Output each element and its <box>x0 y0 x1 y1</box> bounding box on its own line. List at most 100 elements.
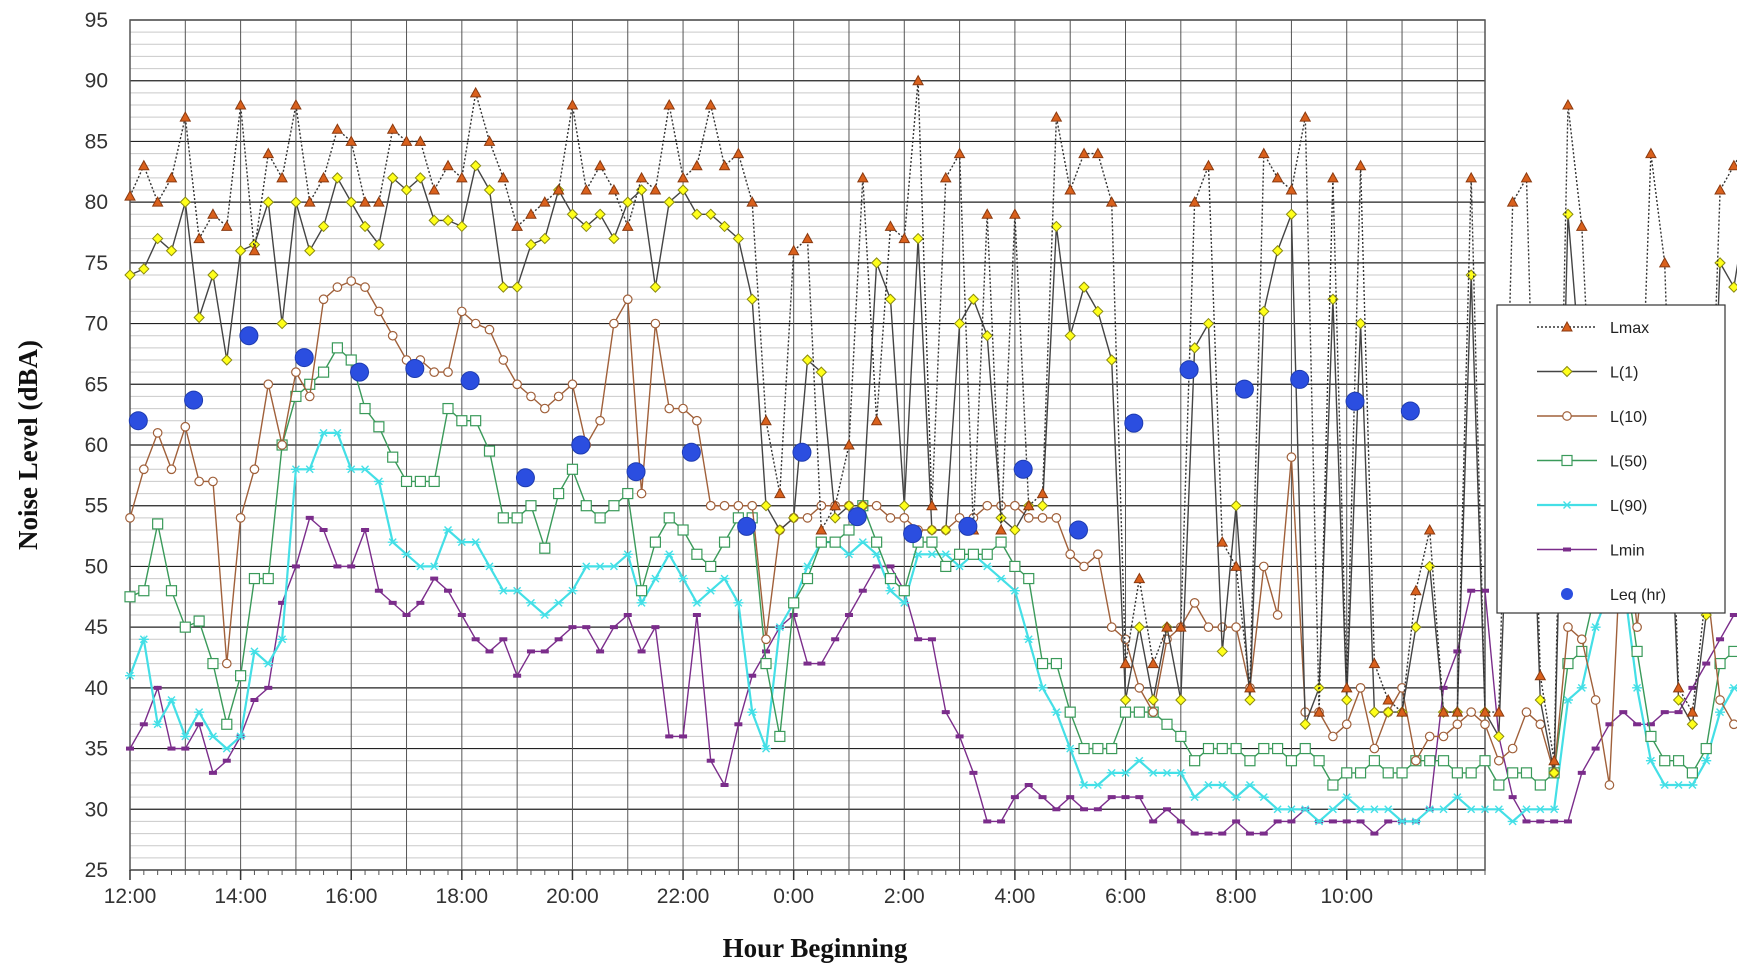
lmin-marker <box>1218 831 1227 836</box>
lmin-marker <box>1563 547 1571 552</box>
l50-marker <box>1313 755 1325 767</box>
l90-marker <box>857 538 868 547</box>
l10-marker <box>1729 719 1737 730</box>
l90-marker <box>1065 744 1076 753</box>
legend-item: L(10) <box>1537 409 1647 426</box>
l1-marker <box>774 524 786 536</box>
lmin-marker <box>388 600 397 605</box>
lmax-marker <box>207 208 219 219</box>
l50-marker <box>871 536 883 548</box>
x-axis-title: Hour Beginning <box>723 933 908 963</box>
l10-marker <box>498 355 509 365</box>
l10-marker <box>1438 731 1449 742</box>
l90-marker <box>456 538 467 547</box>
lmax-marker <box>345 135 358 146</box>
l50-marker <box>1285 755 1298 767</box>
y-tick-label: 70 <box>85 313 108 336</box>
lmax-marker <box>801 232 814 244</box>
l10-marker <box>194 476 204 487</box>
chart-legend: Lmax L(1) L(10) L(50) L(90) Lmin Leq (hr) <box>1496 304 1726 614</box>
lmax-marker <box>1382 693 1395 705</box>
l1-marker <box>539 232 551 245</box>
l1-marker <box>304 245 316 257</box>
l90-marker <box>1687 781 1698 789</box>
l10-marker <box>1562 411 1572 421</box>
l10-marker <box>249 464 260 475</box>
l90-marker <box>774 623 785 632</box>
x-axis-ticks: 12:00 14:00 16:00 18:00 20:00 22:00 0:00 2:00 4:… <box>104 870 1486 908</box>
lmax-marker <box>1561 320 1573 332</box>
lmax-marker <box>953 147 966 159</box>
lmin-marker <box>126 746 134 751</box>
lmax-marker <box>262 147 275 159</box>
l90-marker <box>1092 781 1103 789</box>
l50-marker <box>1686 767 1698 779</box>
l10-marker <box>1258 561 1269 572</box>
lmax-marker <box>1686 706 1699 717</box>
l90-marker <box>1079 781 1090 789</box>
l1-marker <box>870 257 883 269</box>
l10-marker <box>761 634 771 645</box>
l50-marker <box>1631 645 1643 658</box>
l1-marker <box>1175 694 1187 706</box>
l1-marker <box>718 220 731 233</box>
l1-marker <box>345 196 357 208</box>
l1-marker <box>1036 500 1049 512</box>
lmin-marker <box>195 722 204 727</box>
lmin-marker <box>402 613 411 617</box>
lmax-marker <box>1174 621 1187 632</box>
l10-marker <box>1632 622 1642 632</box>
lmin-marker <box>762 649 771 654</box>
lmax-marker <box>137 159 150 171</box>
l10-marker <box>346 276 357 286</box>
lmax-marker <box>1354 159 1367 171</box>
lmin-marker <box>1646 722 1655 727</box>
leq-marker <box>460 371 480 391</box>
lmin-marker <box>872 564 881 569</box>
x-tick-label: 6:00 <box>1105 885 1146 908</box>
l10-marker <box>1507 743 1518 754</box>
lmin-marker <box>1591 746 1600 751</box>
lmax-marker <box>1147 657 1160 669</box>
y-tick-label: 25 <box>85 859 108 882</box>
l90-marker <box>1424 805 1435 814</box>
lmax-marker <box>1534 669 1547 681</box>
l90-marker <box>1051 708 1062 717</box>
l50-marker <box>373 421 385 433</box>
l10-marker <box>705 500 716 511</box>
l1-marker <box>483 184 496 196</box>
lmax-marker <box>483 135 496 146</box>
lmax-marker <box>746 196 759 207</box>
l1-marker <box>1078 281 1090 293</box>
lmin-marker <box>1439 685 1448 690</box>
x-tick-label: 12:00 <box>104 885 157 908</box>
lmax-marker <box>718 159 731 171</box>
l50-marker <box>1341 767 1353 779</box>
l90-marker <box>1590 623 1601 632</box>
l1-marker <box>1341 694 1353 706</box>
x-tick-label: 2:00 <box>884 885 925 908</box>
lmax-marker <box>179 111 192 122</box>
l90-marker <box>138 635 149 644</box>
l1-marker <box>1382 706 1394 718</box>
lmin-marker <box>291 564 300 569</box>
leq-marker <box>792 442 812 462</box>
lmax-marker <box>1133 572 1146 584</box>
lmax-marker <box>414 135 427 146</box>
l50-marker <box>152 518 164 530</box>
l1-marker <box>151 232 164 245</box>
l1-marker <box>1230 500 1242 512</box>
l90-marker <box>871 550 882 559</box>
l90-marker <box>470 538 481 547</box>
l10-marker <box>1480 719 1490 730</box>
l1-marker <box>428 214 440 227</box>
l10-marker <box>526 391 536 402</box>
lmin-marker <box>1052 807 1061 812</box>
l50-marker <box>649 536 662 548</box>
lmin-marker <box>1633 722 1642 727</box>
l10-marker <box>1231 622 1241 632</box>
lmin-marker <box>361 528 370 532</box>
l50-marker <box>414 475 426 488</box>
l90-marker <box>221 744 232 753</box>
